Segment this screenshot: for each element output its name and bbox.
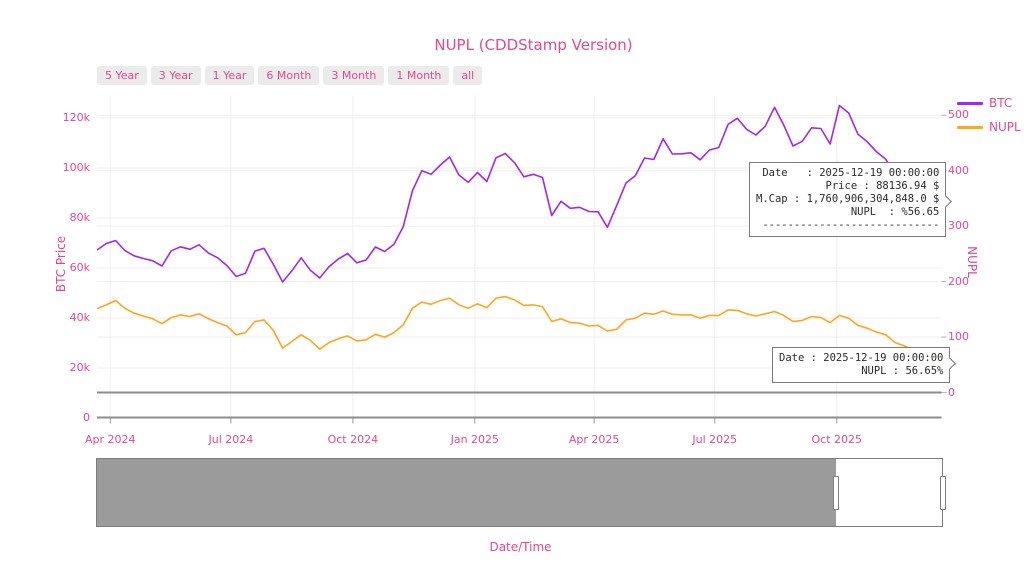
range-slider-handle-right[interactable] [940,475,946,510]
y-tick-label-left: 80k [69,211,90,224]
legend-label-nupl: NUPL [989,120,1021,134]
y-tick-label-right: 0 [948,385,955,399]
y-tick-label-right: 100 [948,330,969,344]
range-button-all[interactable]: all [453,66,483,85]
x-tick-label: Oct 2025 [811,433,863,446]
y-tick-label-left: 40k [69,311,90,324]
y-tick-label-left: 0 [83,411,90,424]
y-tick-label-right: 500 [948,108,969,122]
range-button-1year[interactable]: 1 Year [204,66,255,85]
y-tick-label-right: 400 [948,163,969,177]
x-tick-label: Jan 2025 [450,433,500,446]
nupl-line-swatch [957,125,983,129]
tooltip-nupl-line: NUPL : %56.65 [850,206,940,218]
range-button-5year[interactable]: 5 Year [97,66,147,85]
tooltip-date-line: Date : 2025-12-19 00:00:00 [779,352,944,364]
y-tick-label-left: 100k [62,161,90,174]
y-tick-label-left: 60k [69,261,90,274]
range-button-3month[interactable]: 3 Month [323,66,385,85]
range-button-3year[interactable]: 3 Year [150,66,201,85]
legend-label-btc: BTC [989,96,1013,110]
range-button-6month[interactable]: 6 Month [258,66,320,85]
series-nupl-line [96,295,942,362]
x-tick-label: Jul 2025 [692,433,738,446]
tooltip-price-line: Price : 88136.94 $ [825,180,940,192]
y-tick-label-right: 200 [948,274,969,288]
tooltip-separator-line: ---------------------------- [762,219,940,231]
range-slider-handle-left[interactable] [833,475,839,510]
y-axis-title-right: NUPL [965,246,979,278]
x-tick-label: Jul 2024 [208,433,254,446]
series-btc-line [96,104,942,283]
tooltip-nupl-line: NUPL : 56.65% [861,365,944,377]
chart-title: NUPL (CDDStamp Version) [434,36,633,54]
range-selector: 5 Year 3 Year 1 Year 6 Month 3 Month 1 M… [97,66,483,85]
range-slider[interactable] [96,458,946,527]
y-tick-label-right: 300 [948,219,969,233]
hover-tooltip-main: Date : 2025-12-19 00:00:00 Price : 88136… [749,162,953,237]
x-tick-label: Oct 2024 [327,433,379,446]
tooltip-date-line: Date : 2025-12-19 00:00:00 [762,167,940,179]
tooltip-mcap-line: M.Cap : 1,760,906,304,848.0 $ [756,193,940,205]
y-axis-title-left: BTC Price [54,235,68,293]
hover-tooltip-nupl: Date : 2025-12-19 00:00:00 NUPL : 56.65% [772,347,957,383]
x-tick-label: Apr 2025 [568,433,620,446]
btc-line-swatch [957,101,983,105]
x-tick-label: Apr 2024 [84,433,136,446]
legend: BTC NUPL [957,96,1021,144]
y-tick-label-left: 120k [62,111,90,124]
legend-item-nupl[interactable]: NUPL [957,120,1021,134]
range-slider-mask [97,459,836,526]
legend-item-btc[interactable]: BTC [957,96,1021,110]
y-tick-label-left: 20k [69,361,90,374]
range-button-1month[interactable]: 1 Month [388,66,450,85]
x-axis-title: Date/Time [489,540,552,554]
